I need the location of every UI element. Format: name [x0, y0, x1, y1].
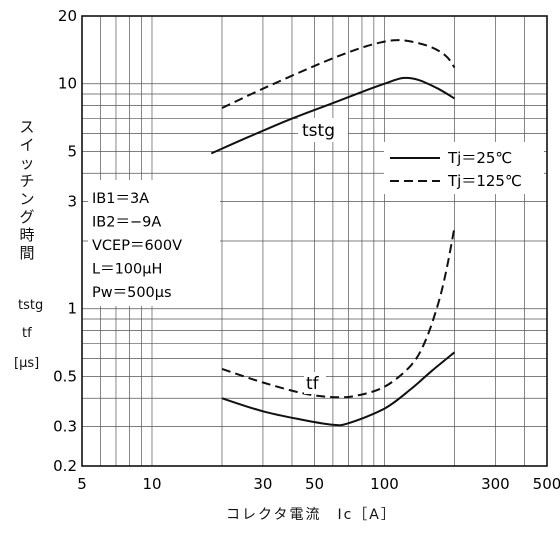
y-tick-label: 20: [58, 7, 77, 25]
annotation-tstg: tstg: [302, 121, 335, 141]
curve-annotations: tstg tf: [298, 118, 348, 394]
annotation-tstg-background: [298, 118, 348, 142]
y-tick-label: 0.3: [53, 417, 77, 435]
curve-tf-25c: [221, 351, 456, 427]
x-axis-title: コレクタ電流 Ic［A］: [226, 507, 397, 523]
y-axis-title-char: ン: [19, 190, 35, 208]
annotation-tf-background: [304, 372, 326, 394]
condition-text: IB2＝−9A: [92, 215, 161, 231]
annotation-tf: tf: [306, 374, 320, 394]
condition-text: Pw＝500μs: [92, 285, 172, 301]
legend-label: Tj＝125℃: [447, 172, 522, 190]
y-axis-title-char: グ: [19, 208, 35, 226]
y-tick-label: 1: [67, 300, 77, 318]
y-axis-title-char: ス: [19, 118, 35, 136]
y-axis-title-char: ッ: [19, 154, 35, 172]
conditions-background: [88, 180, 220, 306]
y-tick-label: 3: [67, 192, 77, 210]
y-axis-title: ス イ ッ チ ン グ 時 間: [16, 118, 38, 262]
conditions-box: IB1＝3A IB2＝−9A VCEP＝600V L＝100μH Pw＝500μs: [88, 180, 220, 306]
y-axis-title-char: 時: [19, 226, 35, 244]
x-tick-label: 10: [142, 475, 161, 493]
x-tick-label: 300: [481, 475, 510, 493]
y-tick-label: 5: [67, 142, 77, 160]
legend: Tj＝25℃ Tj＝125℃: [384, 142, 544, 194]
x-tick-label: 5: [77, 475, 87, 493]
y-axis-unit-tf: tf: [22, 326, 32, 341]
y-axis-title-char: チ: [19, 172, 35, 190]
condition-text: L＝100μH: [92, 262, 162, 278]
curve-tf-125c: [221, 227, 456, 399]
plot-frame: [81, 15, 548, 467]
y-tick-label: 10: [58, 75, 77, 93]
condition-text: VCEP＝600V: [92, 238, 182, 254]
y-axis-unit-tstg: tstg: [18, 298, 44, 313]
x-tick-label: 30: [253, 475, 272, 493]
y-axis-unit-us: [μs]: [14, 356, 40, 371]
legend-label: Tj＝25℃: [447, 149, 512, 167]
x-tick-label: 500: [533, 475, 560, 493]
x-tick-label: 50: [305, 475, 324, 493]
y-tick-label: 0.2: [53, 457, 77, 475]
curve-tstg-125c: [221, 39, 456, 109]
condition-text: IB1＝3A: [92, 191, 149, 207]
x-tick-label: 100: [370, 475, 399, 493]
tick-labels: 5 10 30 50 100 300 500 0.2 0.3 0.5 1 3 5 10 20: [53, 7, 560, 493]
curves: [210, 39, 456, 427]
y-tick-label: 0.5: [53, 367, 77, 385]
curve-tstg-25c: [210, 76, 456, 155]
y-axis-title-char: イ: [19, 136, 35, 154]
legend-background: [384, 142, 544, 194]
y-axis-title-char: 間: [19, 244, 35, 262]
